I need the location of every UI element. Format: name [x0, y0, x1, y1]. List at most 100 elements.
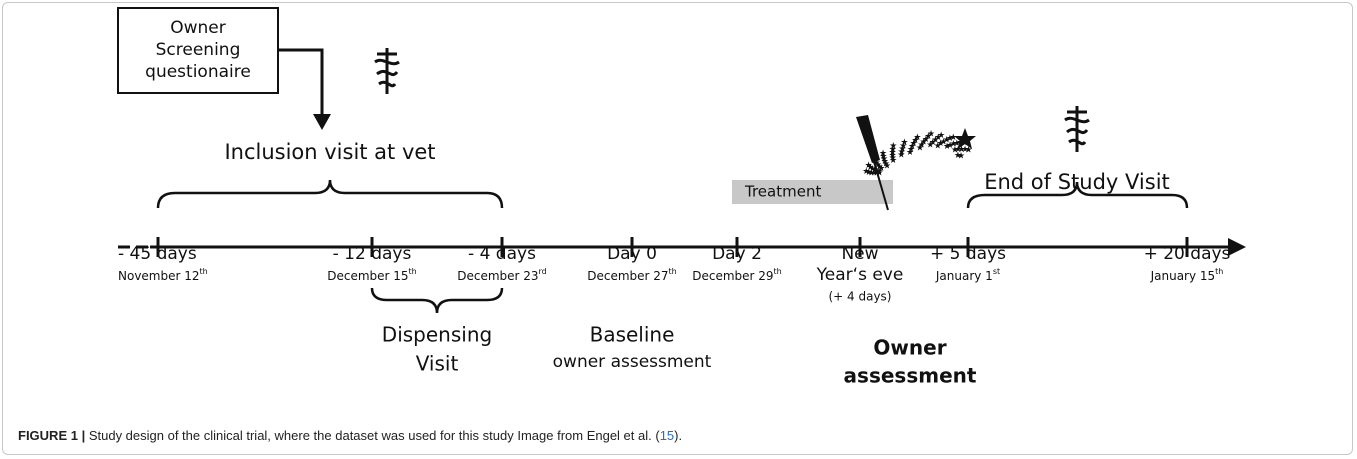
baseline: owner assessment: [553, 352, 712, 372]
star: ★: [949, 133, 957, 143]
star: ★: [924, 132, 932, 142]
star: ★: [906, 148, 914, 158]
star: ★: [881, 157, 889, 167]
star: ★: [865, 161, 873, 171]
date: December 15: [327, 269, 408, 283]
star: ★: [922, 135, 930, 145]
date-sup: th: [774, 267, 782, 276]
star: ★: [940, 137, 948, 147]
star: ★: [911, 136, 919, 146]
star: ★: [926, 140, 934, 150]
star: ★: [867, 168, 875, 178]
star: ★: [931, 135, 939, 145]
point-label: - 45 days: [118, 244, 197, 264]
point-note: (+ 4 days): [828, 290, 891, 304]
star: ★: [862, 167, 870, 177]
star: ★: [875, 163, 883, 173]
box-text: questionaire: [145, 62, 251, 82]
star: ★: [879, 149, 887, 159]
star: ★: [953, 139, 961, 149]
date-sup: th: [409, 267, 417, 276]
big-star: [954, 128, 976, 149]
star: ★: [900, 138, 908, 148]
star: ★: [889, 151, 897, 161]
box-text: Screening: [156, 40, 241, 60]
star: ★: [877, 164, 885, 174]
star: ★: [899, 141, 907, 151]
star: ★: [916, 143, 924, 153]
date-sup: th: [1215, 267, 1223, 276]
date-sup: th: [669, 267, 677, 276]
star: ★: [956, 138, 964, 148]
star: ★: [871, 166, 879, 176]
star: ★: [943, 136, 951, 146]
star: ★: [937, 139, 945, 149]
point-label: + 5 days: [930, 244, 1006, 264]
star: ★: [929, 138, 937, 148]
dispensing: Visit: [416, 352, 459, 376]
star: ★: [946, 134, 954, 144]
star: ★: [865, 168, 873, 178]
star: ★: [866, 163, 874, 173]
caption-text: Study design of the clinical trial, wher…: [88, 428, 660, 443]
vet-icon: [1064, 106, 1090, 152]
screening-box: [117, 7, 279, 94]
owner-assessment: assessment: [844, 364, 977, 388]
star: ★: [889, 145, 897, 155]
brace: [966, 181, 1189, 209]
point-label: - 4 days: [468, 244, 536, 264]
star: ★: [882, 159, 890, 169]
star: ★: [873, 169, 881, 179]
date: December 29: [692, 269, 773, 283]
inclusion-label: Inclusion visit at vet: [224, 140, 435, 164]
star: ★: [868, 164, 876, 174]
star: ★: [897, 151, 905, 161]
timeline-head: [1228, 238, 1246, 256]
date-sup: th: [200, 267, 208, 276]
star: ★: [889, 142, 897, 152]
dispensing: Dispensing: [382, 323, 492, 347]
star: ★: [889, 148, 897, 158]
date: November 12: [118, 269, 200, 283]
caption-ref[interactable]: 15: [659, 428, 675, 443]
point-date: December 23rd: [457, 267, 547, 283]
date: December 27: [587, 269, 668, 283]
brace: [370, 287, 504, 314]
star: ★: [949, 140, 957, 150]
star: ★: [943, 142, 951, 152]
star: ★: [957, 152, 965, 162]
star: ★: [874, 161, 882, 171]
arrow: [278, 48, 324, 118]
star: ★: [889, 154, 897, 164]
star: ★: [898, 148, 906, 158]
point-date: December 27th: [587, 267, 677, 283]
point-label: - 12 days: [333, 244, 412, 264]
star: ★: [960, 138, 968, 148]
point-date: December 29th: [692, 267, 782, 283]
star: ★: [920, 138, 928, 148]
arrow-head: [313, 114, 331, 130]
diagram: Owner Screening questionaire Inclusion v…: [117, 7, 1246, 388]
star: ★: [889, 156, 897, 166]
date-sup: rd: [539, 267, 547, 276]
caption-label: FIGURE 1 |: [18, 428, 86, 443]
star: ★: [913, 133, 921, 143]
vet-icon: [374, 48, 400, 94]
star: ★: [910, 139, 918, 149]
point-label: + 20 days: [1144, 244, 1231, 264]
point-date: January 1st: [935, 267, 1000, 283]
star: ★: [961, 145, 969, 155]
star: ★: [875, 167, 883, 177]
box-text: Owner: [170, 18, 226, 38]
point-date: January 15th: [1150, 267, 1224, 283]
star: ★: [934, 133, 942, 143]
star: ★: [872, 159, 880, 169]
date: January 15: [1150, 269, 1216, 283]
star: ★: [871, 157, 879, 167]
star: ★: [908, 142, 916, 152]
brace: [156, 179, 504, 209]
star: ★: [870, 169, 878, 179]
rocket: [856, 115, 880, 163]
point-label: Year‘s eve: [816, 265, 904, 285]
